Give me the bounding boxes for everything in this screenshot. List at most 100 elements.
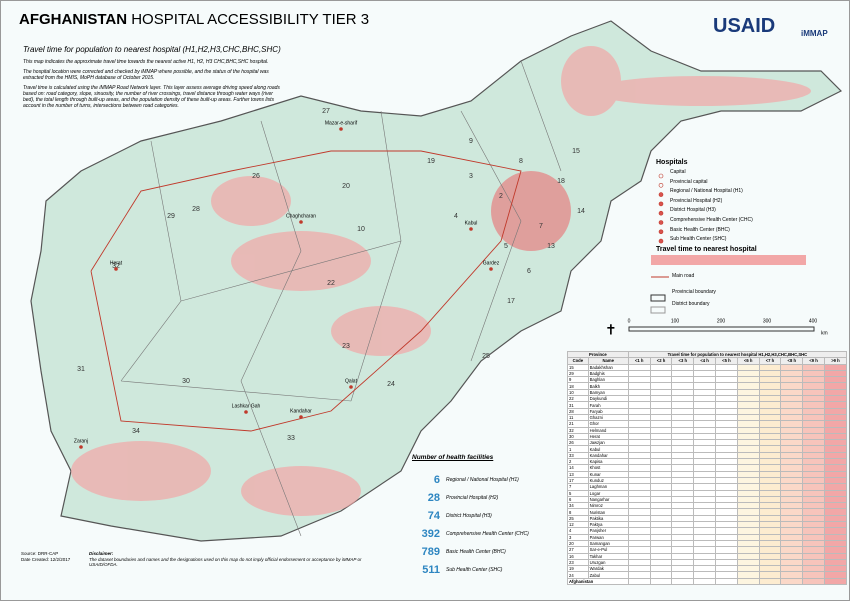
city-label: Lashkar Gah [232, 403, 261, 409]
city-label: Chaghcharan [286, 213, 316, 219]
city-dot [339, 127, 343, 131]
table-cell: Baghlan [587, 376, 629, 384]
province-number: 27 [322, 108, 330, 115]
table-row: 23 Uruzgan [567, 558, 848, 567]
table-row: 26 Jawzjan [567, 439, 848, 447]
table-cell-empty [823, 376, 848, 384]
legend-symbol [658, 229, 664, 235]
legend-prov-label: Provincial boundary [672, 288, 716, 295]
table-cell-empty [823, 489, 848, 497]
legend-symbol [658, 183, 664, 188]
table-cell: Helmand [587, 426, 629, 434]
table-cell-empty [715, 577, 738, 586]
facility-count: 74 [427, 510, 440, 522]
city-dot [244, 410, 248, 414]
legend-symbol [658, 210, 664, 216]
facility-row: 28 Provincial Hospital (H2) [396, 489, 529, 507]
legend-item: Regional / National Hospital (H1) [670, 188, 743, 195]
table-row: 13 Kunar [567, 470, 848, 478]
country-outline [30, 20, 843, 542]
province-number: 5 [504, 243, 508, 250]
table-header-row: Code Name <1 h <2 h <3 h <4 h <5 h <6 h <7 h <8 h… [567, 357, 848, 365]
description: This map indicates the approximate trave… [23, 59, 283, 113]
city-dot [114, 267, 118, 271]
table-row: 31 Farah [567, 401, 848, 409]
province-number: 8 [519, 158, 523, 165]
table-row: 17 Kunduz [567, 476, 848, 485]
table-row: 25 Paktika [567, 514, 848, 523]
table-row: 6 Nangarhar [567, 495, 848, 504]
footer: Source: DRR-CAP Date Created: 12/2/2017 Di… [21, 551, 381, 568]
table-total: Afghanistan [567, 577, 629, 586]
table-cell-empty [823, 395, 848, 403]
table-cell: Badghis [587, 369, 629, 378]
facility-row: 789 Basic Health Center (BHC) [396, 543, 529, 561]
table-row: 30 Herat [567, 432, 848, 441]
table-cell-empty [823, 413, 848, 422]
footer-disclaimer-text: The dataset boundaries and names and the… [89, 556, 362, 568]
city-label: Zaranj [74, 438, 88, 444]
legend-dist [650, 306, 666, 314]
table-header: Travel time for population to nearest ho… [627, 350, 848, 359]
facilities: Number of health facilities 6 Regional / N… [396, 454, 529, 579]
table-header-row: Province Travel time for population to ne… [567, 350, 848, 359]
city-dot [349, 385, 353, 389]
legend-title: Hospitals [656, 159, 688, 166]
province-number: 19 [427, 158, 435, 165]
province-number: 31 [77, 366, 85, 373]
legend-dist-label: District boundary [672, 300, 710, 307]
legend-item: District Hospital (H3) [670, 207, 716, 214]
logo-usaid: USAID [713, 15, 776, 37]
city-label: Kandahar [290, 408, 312, 414]
legend-travel-title: Travel time to nearest hospital [656, 245, 757, 253]
table-row: 9 Baghlan [567, 376, 848, 384]
table-cell: Farah [587, 401, 629, 409]
table-row: 33 Kandahar [567, 451, 848, 460]
province-number: 34 [132, 428, 140, 435]
facility-count: 28 [427, 492, 440, 504]
legend-item: Provincial capital [670, 178, 708, 185]
table-cell-empty [627, 577, 651, 586]
city-label: Mazar-e-sharif [325, 120, 358, 126]
table-row: 29 Badghis [567, 369, 848, 378]
province-number: 33 [287, 435, 295, 442]
scale-tick: 100 [671, 318, 680, 324]
facility-count: 6 [433, 474, 440, 486]
legend-item: Capital [670, 169, 686, 175]
province-number: 2 [499, 193, 503, 200]
table-cell-empty [649, 577, 673, 586]
table-cell-empty [823, 476, 848, 485]
title-rest: HOSPITAL ACCESSIBILITY TIER 3 [131, 11, 370, 28]
table-row: 14 Khost [567, 464, 848, 472]
table-cell-empty [823, 495, 848, 504]
scale-tick: 400 [809, 318, 818, 324]
table-cell: Kunduz [587, 476, 629, 485]
table-cell: Bamyan [587, 388, 629, 397]
table-total-row: Afghanistan [567, 577, 848, 586]
travel-time-ramp [651, 255, 806, 265]
table-row: 20 Samangan [567, 539, 848, 548]
city-dot [299, 415, 303, 419]
scale-tick: 200 [717, 318, 726, 324]
legend-symbol [658, 238, 664, 244]
facility-row: 6 Regional / National Hospital (H1) [396, 471, 529, 489]
table-row: 7 Laghman [567, 483, 848, 491]
table-row: 10 Bamyan [567, 388, 848, 397]
table-cell: Nangarhar [587, 495, 629, 504]
city-dot [79, 445, 83, 449]
city-dot [299, 220, 303, 224]
facility-label: Basic Health Center (BHC) [446, 549, 506, 555]
province-number: 9 [469, 138, 473, 145]
table-cell-empty [823, 426, 848, 434]
table-row: 15 Badakhshan [567, 363, 848, 371]
table-cell-empty [823, 407, 848, 415]
province-number: 17 [507, 298, 515, 305]
province-number: 30 [182, 378, 190, 385]
province-number: 18 [557, 178, 565, 185]
table-cell-empty [823, 369, 848, 378]
city-label: Qalat [345, 378, 358, 384]
legend-item: Provincial Hospital (H2) [670, 197, 723, 204]
province-number: 22 [327, 280, 335, 287]
description-paragraph: The hospital location were corrected and… [23, 69, 269, 81]
legend-symbol [658, 173, 664, 179]
